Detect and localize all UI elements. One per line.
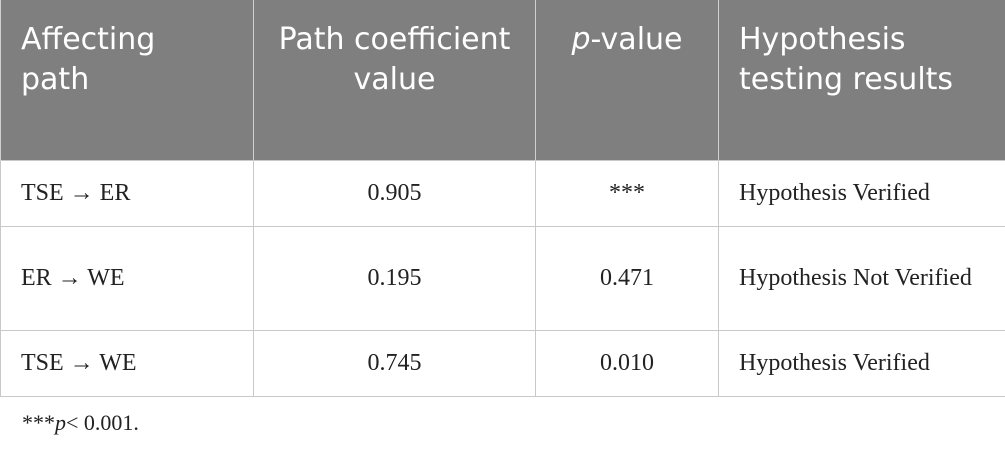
footnote-prefix: *** [22,410,55,435]
header-row: Affecting path Path coefficient value p-… [0,0,1005,160]
table-row: ER → WE 0.195 0.471 Hypothesis Not Verified [0,225,1005,331]
table-cell: 0.471 [535,225,719,331]
table-cell: *** [535,159,719,227]
table-cell: Hypothesis Verified [718,159,1005,227]
table-cell: TSE → ER [0,159,254,227]
table-cell: 0.905 [253,159,536,227]
table-cell: 0.195 [253,225,536,331]
table-cell: Hypothesis Verified [718,329,1005,397]
table-cell: 0.745 [253,329,536,397]
table-row: TSE → WE 0.745 0.010 Hypothesis Verified [0,329,1005,397]
table-row: TSE → ER 0.905 *** Hypothesis Verified [0,159,1005,227]
table-cell: ER → WE [0,225,254,331]
table-cell: 0.010 [535,329,719,397]
results-table: Affecting path Path coefficient value p-… [0,0,1005,397]
footnote-italic: p [55,410,66,435]
table-cell: TSE → WE [0,329,254,397]
italic-p: p [571,22,591,57]
table-cell: Hypothesis Not Verified [718,225,1005,331]
header-cell: Path coefficient value [253,0,536,160]
header-cell: Affecting path [0,0,254,160]
table-body: TSE → ER 0.905 *** Hypothesis Verified ER → … [0,159,1005,397]
header-cell: Hypothesis testing results [718,0,1005,160]
header-text: -value [590,22,683,57]
header-cell: p-value [535,0,719,160]
footnote: ***p< 0.001. [22,410,139,436]
footnote-text: < 0.001. [66,410,139,435]
